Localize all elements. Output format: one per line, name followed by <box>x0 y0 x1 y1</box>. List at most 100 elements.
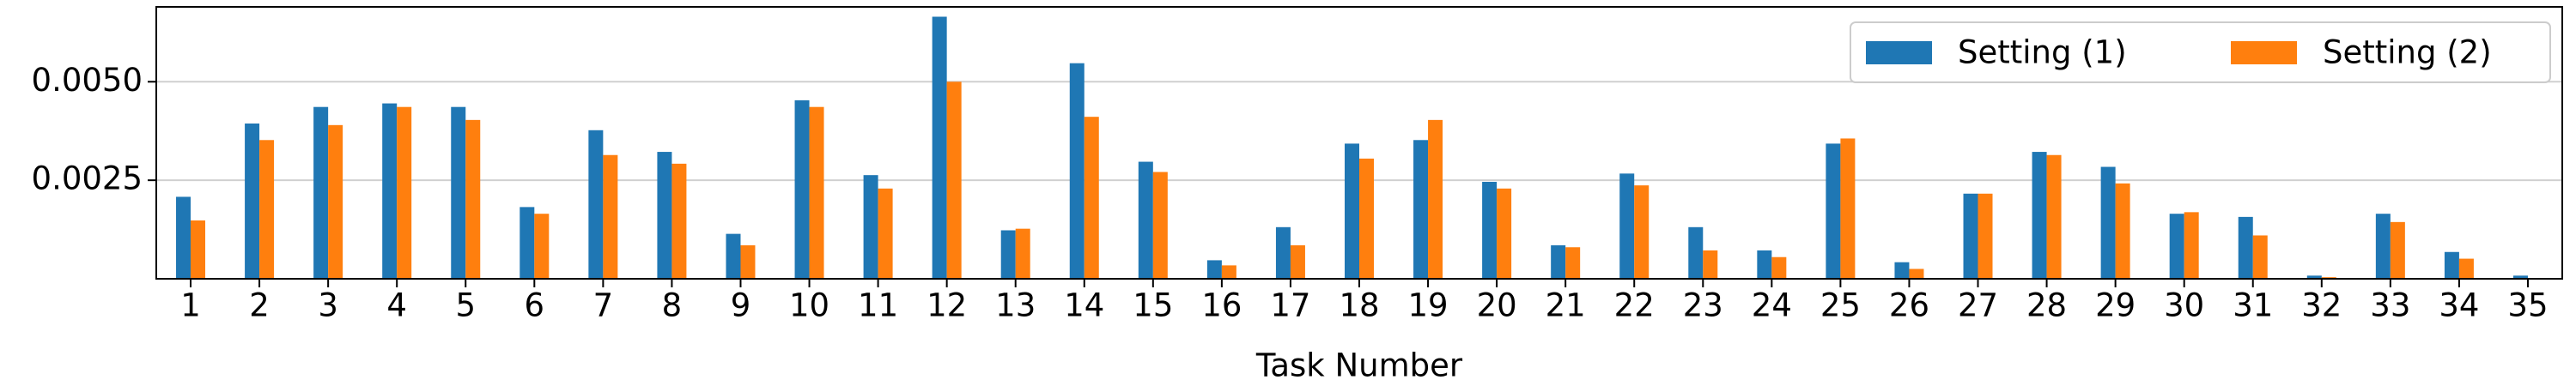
x-tick-label: 12 <box>927 287 967 324</box>
bar <box>465 119 481 279</box>
x-tick-label: 21 <box>1546 287 1586 324</box>
x-tick-label: 13 <box>995 287 1036 324</box>
x-tick-label: 15 <box>1133 287 1173 324</box>
x-tick-label: 18 <box>1339 287 1379 324</box>
legend-label: Setting (1) <box>1958 34 2127 71</box>
x-tick-label: 6 <box>525 287 545 324</box>
bar <box>1345 143 1359 279</box>
bar <box>932 16 947 280</box>
bar <box>1000 230 1016 279</box>
x-tick-label: 10 <box>789 287 829 324</box>
bar <box>1015 228 1030 279</box>
plot-frame <box>155 6 2563 280</box>
bar <box>519 207 535 279</box>
bar <box>2046 154 2062 279</box>
x-tick-label: 3 <box>318 287 338 324</box>
bar <box>1963 193 1978 279</box>
x-tick-label: 17 <box>1270 287 1310 324</box>
x-tick-label: 34 <box>2439 287 2479 324</box>
bar <box>1152 172 1168 279</box>
legend-swatch <box>2231 41 2297 64</box>
bar <box>657 152 672 279</box>
bar <box>328 124 343 279</box>
bar <box>1275 226 1291 279</box>
bar <box>2115 183 2130 279</box>
bar <box>2306 275 2322 279</box>
bar <box>2100 166 2116 279</box>
x-tick-label: 33 <box>2370 287 2410 324</box>
x-tick-label: 29 <box>2095 287 2136 324</box>
bar <box>1084 117 1099 279</box>
bar <box>451 106 466 280</box>
legend-label: Setting (2) <box>2323 34 2492 71</box>
bar <box>1359 158 1374 279</box>
bar <box>1634 185 1649 279</box>
x-tick-label: 20 <box>1477 287 1517 324</box>
y-tick-label: 0.0050 <box>32 62 143 99</box>
x-tick-label: 14 <box>1064 287 1104 324</box>
bar <box>1482 181 1498 279</box>
x-tick-label: 16 <box>1201 287 1242 324</box>
bar <box>2252 235 2268 279</box>
bar <box>740 244 756 279</box>
bar <box>1978 193 1993 279</box>
x-axis-label: Task Number <box>1255 347 1463 384</box>
bar <box>2238 216 2253 279</box>
bar <box>1619 173 1635 279</box>
x-tick-label: 11 <box>858 287 898 324</box>
bar <box>397 106 412 280</box>
bar <box>1551 244 1566 279</box>
bar <box>2375 214 2391 279</box>
bar <box>1909 268 1924 279</box>
bar <box>2512 275 2528 279</box>
bar <box>2444 251 2459 279</box>
bar <box>671 163 687 279</box>
x-tick-label: 27 <box>1958 287 1998 324</box>
x-tick-label: 32 <box>2301 287 2342 324</box>
x-tick-label: 9 <box>731 287 751 324</box>
bar <box>1703 250 1718 279</box>
bar <box>809 106 824 280</box>
bar <box>1840 138 1856 279</box>
bar <box>2169 214 2184 279</box>
bar <box>1138 161 1153 279</box>
x-tick-label: 5 <box>455 287 476 324</box>
bar <box>863 175 878 279</box>
bar <box>191 220 206 279</box>
x-tick-label: 2 <box>249 287 270 324</box>
bar <box>2184 212 2199 279</box>
x-tick-label: 4 <box>386 287 407 324</box>
x-tick-label: 25 <box>1820 287 1861 324</box>
bar <box>534 214 550 279</box>
bar <box>1688 226 1704 279</box>
x-tick-label: 23 <box>1683 287 1723 324</box>
bar <box>726 233 741 279</box>
x-tick-label: 30 <box>2164 287 2204 324</box>
bar <box>1206 260 1222 279</box>
bar <box>382 103 398 279</box>
legend-swatch <box>1866 41 1932 64</box>
bar <box>1497 188 1512 279</box>
bar <box>259 140 275 279</box>
x-tick-label: 22 <box>1614 287 1655 324</box>
legend-box <box>1850 21 2551 83</box>
x-tick-label: 7 <box>593 287 614 324</box>
x-tick-label: 19 <box>1408 287 1449 324</box>
bar <box>1826 143 1841 279</box>
bar <box>1069 63 1084 279</box>
bar <box>1428 119 1443 279</box>
bar <box>603 154 618 279</box>
bar <box>2458 258 2474 279</box>
bar <box>1771 256 1787 279</box>
bar <box>1757 250 1772 279</box>
bar <box>878 188 893 279</box>
bar <box>176 196 191 279</box>
x-tick-label: 24 <box>1752 287 1792 324</box>
x-tick-label: 8 <box>662 287 683 324</box>
bar <box>794 100 810 280</box>
bar <box>1290 244 1305 279</box>
bar <box>2032 152 2047 279</box>
bar <box>1894 262 1910 279</box>
bar <box>2390 221 2405 279</box>
